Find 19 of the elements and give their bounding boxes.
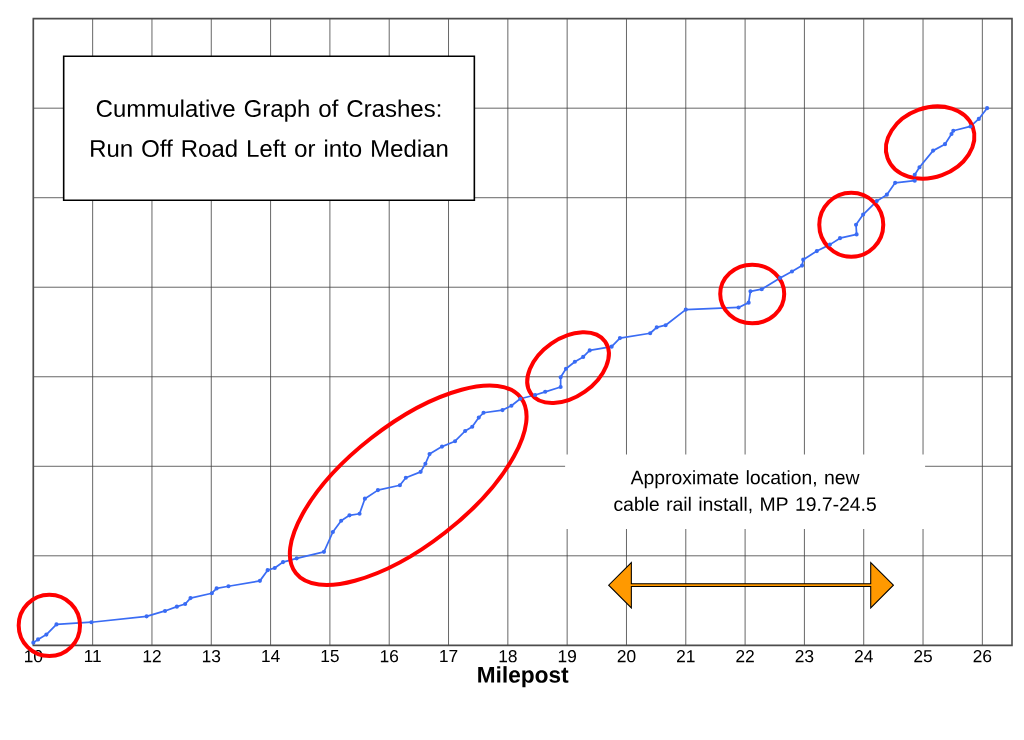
x-tick-label: 20 [617, 650, 636, 663]
x-tick-label: 16 [380, 650, 399, 663]
x-tick-label: 25 [914, 650, 932, 663]
x-tick-label: 13 [202, 650, 221, 663]
x-tick-label: 15 [321, 650, 339, 663]
x-tick-label: 11 [84, 650, 101, 662]
x-tick-label: 12 [143, 650, 161, 663]
x-tick-label: 17 [440, 650, 458, 662]
x-tick-label: 14 [262, 650, 280, 662]
x-tick-label: 23 [795, 650, 814, 663]
annotation: Approximate location, new cable rail install, MP 19.7-24.5 [614, 470, 876, 514]
chart-title: Cummulative Graph of Crashes: Run Off Road Left or into Median [91, 99, 448, 158]
x-tick-label: 18 [499, 650, 517, 663]
x-axis-title: Milepost [478, 666, 569, 688]
x-tick-label: 21 [677, 650, 695, 663]
x-tick-label: 19 [558, 650, 576, 663]
x-tick-label: 22 [736, 650, 754, 663]
x-tick-label: 24 [854, 650, 873, 663]
x-tick-label: 26 [973, 650, 992, 663]
